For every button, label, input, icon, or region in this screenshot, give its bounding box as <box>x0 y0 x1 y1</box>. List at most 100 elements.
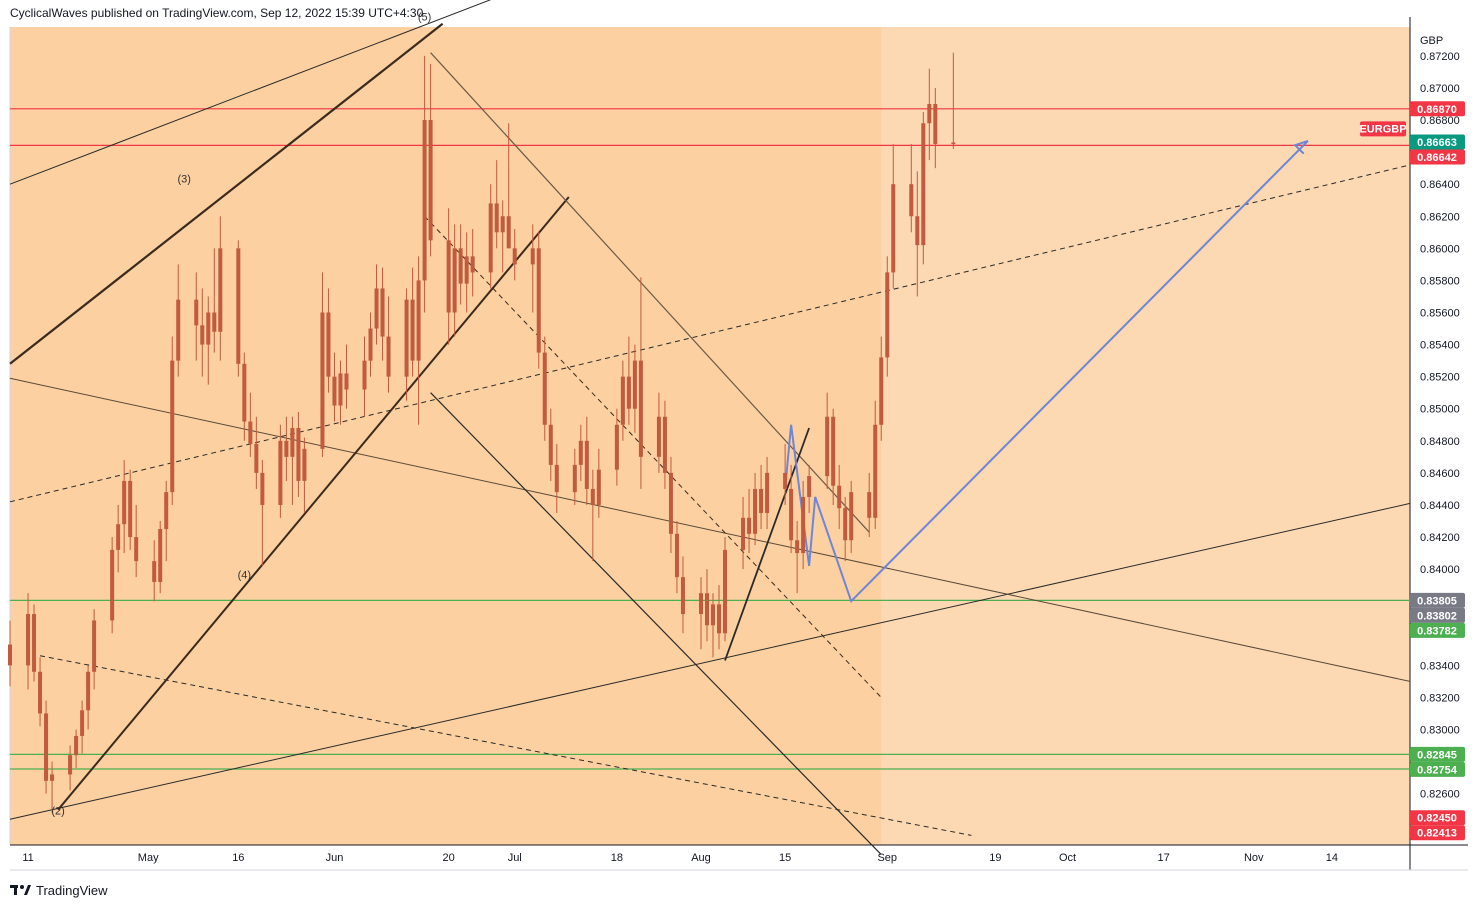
publish-attribution: CyclicalWaves published on TradingView.c… <box>10 6 424 20</box>
shaded-region <box>10 27 882 845</box>
candle-body-44 <box>380 288 385 337</box>
candle-body-4 <box>44 713 49 781</box>
x-tick-label-4: 20 <box>443 852 455 864</box>
y-tick-label-13: 0.84400 <box>1420 500 1460 512</box>
price-badge-2 <box>1410 149 1465 165</box>
x-tick-label-0: 11 <box>22 852 33 864</box>
candle-body-21 <box>194 299 199 326</box>
candle-body-83 <box>711 604 716 626</box>
candle-body-98 <box>837 485 842 509</box>
price-badge-text-6: 0.82845 <box>1417 749 1457 761</box>
candle-body-2 <box>32 614 37 672</box>
candle-body-18 <box>164 492 169 530</box>
candle-body-111 <box>951 142 956 145</box>
candle-body-9 <box>86 671 91 711</box>
price-badge-text-0: 0.86870 <box>1417 104 1457 116</box>
candle-body-52 <box>452 248 457 313</box>
candle-body-104 <box>885 272 890 358</box>
candle-body-10 <box>92 620 97 672</box>
candle-body-39 <box>338 373 343 406</box>
falling-channel-bottom <box>430 392 882 856</box>
candle-body-58 <box>500 216 505 233</box>
candle-body-79 <box>674 533 679 578</box>
impulse-line <box>724 427 810 661</box>
candle-body-43 <box>374 288 379 329</box>
candle-body-93 <box>795 540 800 554</box>
candle-body-46 <box>404 299 409 377</box>
candle-body-12 <box>116 524 121 550</box>
price-badge-4 <box>1410 607 1465 623</box>
candle-body-19 <box>170 360 175 493</box>
candle-body-92 <box>789 488 794 541</box>
candle-body-75 <box>638 360 643 457</box>
wave-channel-bottom <box>57 196 570 811</box>
candle-body-11 <box>110 549 115 621</box>
y-tick-label-0: 0.87200 <box>1420 51 1460 63</box>
candle-body-100 <box>849 492 854 541</box>
x-tick-label-2: 16 <box>232 852 244 864</box>
candle-body-97 <box>831 416 836 486</box>
candle-body-72 <box>620 376 625 425</box>
candle-body-47 <box>410 299 415 361</box>
x-tick-label-11: Oct <box>1059 852 1076 864</box>
y-tick-label-2: 0.86800 <box>1420 115 1460 127</box>
y-tick-label-3: 0.86400 <box>1420 179 1460 191</box>
candle-body-5 <box>50 774 55 781</box>
candle-body-28 <box>248 421 253 445</box>
candle-body-26 <box>236 248 241 364</box>
candle-body-54 <box>464 256 469 284</box>
time-axis[interactable]: 11 May 16 Jun 20 Jul 18 Aug 15 Sep 19 Oct 17 Nov 14 <box>22 852 1338 864</box>
candle-body-16 <box>152 561 157 582</box>
wave-label-0: (2) <box>51 806 64 818</box>
candle-body-8 <box>80 710 85 736</box>
candle-body-87 <box>747 517 752 534</box>
falling-channel-mid <box>424 215 882 698</box>
y-tick-label-1: 0.87000 <box>1420 83 1460 95</box>
x-tick-label-3: Jun <box>326 852 344 864</box>
y-tick-label-11: 0.84800 <box>1420 436 1460 448</box>
price-badge-8 <box>1410 810 1465 826</box>
candle-body-0 <box>8 644 12 666</box>
candle-body-53 <box>458 248 463 284</box>
candle-body-42 <box>368 328 373 361</box>
candle-body-35 <box>302 448 307 481</box>
y-tick-label-18: 0.83000 <box>1420 725 1460 737</box>
lower-trend-line <box>9 502 1411 820</box>
trend-drawings <box>9 0 1411 856</box>
candle-body-108 <box>921 123 926 246</box>
candle-body-69 <box>590 488 595 505</box>
y-tick-label-12: 0.84600 <box>1420 468 1460 480</box>
price-badge-text-9: 0.82413 <box>1417 828 1457 840</box>
candle-body-40 <box>344 373 349 390</box>
candle-body-65 <box>554 464 559 493</box>
candle-body-80 <box>680 577 685 615</box>
y-tick-label-14: 0.84200 <box>1420 532 1460 544</box>
candle-body-106 <box>909 184 914 217</box>
candle-body-103 <box>879 357 884 425</box>
candles <box>8 52 956 813</box>
candle-body-15 <box>134 537 139 562</box>
price-badge-6 <box>1410 746 1465 762</box>
candle-body-102 <box>873 424 878 518</box>
candle-body-56 <box>488 203 493 273</box>
price-badge-0 <box>1410 101 1465 117</box>
price-axis[interactable]: GBP 0.87200 0.87000 0.86800 0.86400 0.86200 0.… <box>1420 35 1460 801</box>
candle-body-74 <box>632 360 637 409</box>
candle-body-41 <box>362 360 367 390</box>
wave-label-2: (4) <box>238 570 251 582</box>
y-tick-label-6: 0.85800 <box>1420 275 1460 287</box>
y-tick-label-8: 0.85400 <box>1420 340 1460 352</box>
candle-body-24 <box>212 312 217 332</box>
y-tick-label-16: 0.83400 <box>1420 660 1460 672</box>
candle-body-55 <box>470 256 475 273</box>
candle-body-22 <box>200 325 205 345</box>
price-badge-text-4: 0.83802 <box>1417 610 1457 622</box>
candle-body-63 <box>542 352 547 425</box>
price-badge-text-1: 0.86663 <box>1417 137 1457 149</box>
x-tick-label-10: 19 <box>989 852 1001 864</box>
candle-body-82 <box>704 593 709 626</box>
candle-body-36 <box>320 312 325 449</box>
candle-body-29 <box>254 444 259 473</box>
candle-body-37 <box>326 312 331 377</box>
